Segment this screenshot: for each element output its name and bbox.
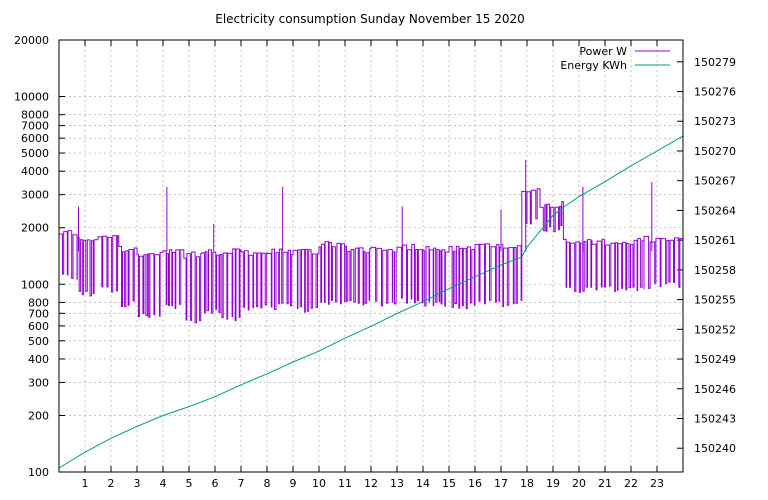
x-tick-label: 7 <box>238 477 245 490</box>
left-tick-label: 7000 <box>21 120 49 133</box>
left-tick-label: 5000 <box>21 147 49 160</box>
left-tick-label: 2000 <box>21 222 49 235</box>
right-tick-label: 150243 <box>694 412 736 425</box>
x-tick-label: 8 <box>264 477 271 490</box>
right-tick-label: 150249 <box>694 353 736 366</box>
left-tick-label: 1000 <box>21 278 49 291</box>
x-axis: 1 2 3 4 5 6 7 8 9 10 11 12 13 14 15 16 17 18 19 20 21 22 23 <box>82 40 664 490</box>
left-tick-label: 4000 <box>21 165 49 178</box>
x-tick-label: 10 <box>312 477 326 490</box>
left-tick-label: 8000 <box>21 109 49 122</box>
left-tick-label: 700 <box>28 307 49 320</box>
left-tick-label: 6000 <box>21 132 49 145</box>
x-tick-label: 21 <box>598 477 612 490</box>
right-tick-label: 150252 <box>694 323 736 336</box>
legend-label-power: Power W <box>579 45 627 58</box>
x-tick-label: 2 <box>108 477 115 490</box>
x-tick-label: 17 <box>494 477 508 490</box>
plot-area <box>58 135 684 469</box>
left-tick-label: 100 <box>28 466 49 479</box>
legend-label-energy: Energy KWh <box>560 59 627 72</box>
x-tick-label: 1 <box>82 477 89 490</box>
power-series-line <box>59 188 683 324</box>
x-tick-label: 12 <box>364 477 378 490</box>
right-tick-label: 150255 <box>694 294 736 307</box>
right-tick-label: 150279 <box>694 56 736 69</box>
right-tick-label: 150246 <box>694 383 736 396</box>
legend: Power W Energy KWh <box>560 45 670 72</box>
x-tick-label: 20 <box>572 477 586 490</box>
left-tick-label: 3000 <box>21 189 49 202</box>
x-tick-label: 13 <box>390 477 404 490</box>
left-tick-label: 300 <box>28 376 49 389</box>
right-tick-label: 150240 <box>694 442 736 455</box>
plot-border <box>58 39 684 473</box>
x-tick-label: 9 <box>290 477 297 490</box>
x-tick-label: 11 <box>338 477 352 490</box>
x-tick-label: 4 <box>160 477 167 490</box>
right-tick-label: 150261 <box>694 234 736 247</box>
x-tick-label: 6 <box>212 477 219 490</box>
x-tick-label: 16 <box>468 477 482 490</box>
left-tick-label: 800 <box>28 296 49 309</box>
x-tick-label: 5 <box>186 477 193 490</box>
right-tick-label: 150267 <box>694 175 736 188</box>
left-tick-label: 200 <box>28 409 49 422</box>
right-tick-label: 150270 <box>694 145 736 158</box>
right-tick-label: 150276 <box>694 86 736 99</box>
right-tick-label: 150273 <box>694 115 736 128</box>
x-tick-label: 18 <box>520 477 534 490</box>
chart-title: Electricity consumption Sunday November … <box>215 12 525 26</box>
left-tick-label: 600 <box>28 320 49 333</box>
x-tick-label: 22 <box>624 477 638 490</box>
right-axis: 150240 150243 150246 150249 150252 150255 1502… <box>677 56 736 455</box>
right-tick-label: 150258 <box>694 264 736 277</box>
x-tick-label: 15 <box>442 477 456 490</box>
x-tick-label: 14 <box>416 477 430 490</box>
left-tick-label: 500 <box>28 335 49 348</box>
x-tick-label: 23 <box>650 477 664 490</box>
x-tick-label: 19 <box>546 477 560 490</box>
left-tick-label: 10000 <box>14 91 49 104</box>
energy-series-line <box>58 135 684 469</box>
x-tick-label: 3 <box>134 477 141 490</box>
grid <box>59 40 683 472</box>
left-tick-label: 400 <box>28 353 49 366</box>
right-tick-label: 150264 <box>694 204 736 217</box>
left-tick-label: 20000 <box>14 34 49 47</box>
